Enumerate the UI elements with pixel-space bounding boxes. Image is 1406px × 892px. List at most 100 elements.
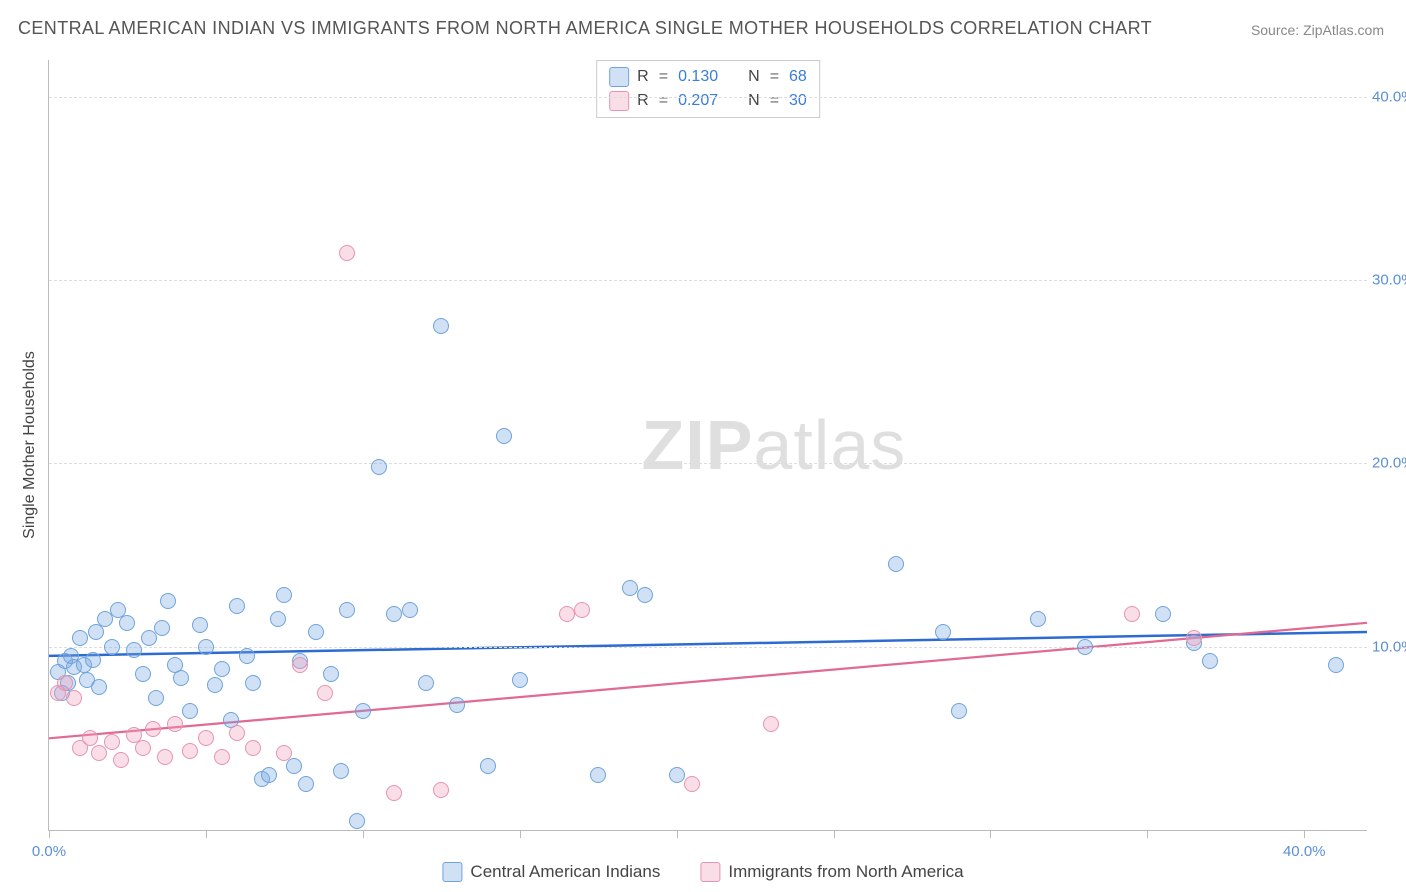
data-point (182, 743, 198, 759)
data-point (292, 657, 308, 673)
data-point (126, 642, 142, 658)
data-point (496, 428, 512, 444)
data-point (113, 752, 129, 768)
data-point (386, 606, 402, 622)
data-point (135, 740, 151, 756)
stat-R-value: 0.130 (678, 65, 718, 89)
data-point (1202, 653, 1218, 669)
data-point (229, 725, 245, 741)
data-point (154, 620, 170, 636)
data-point (66, 690, 82, 706)
data-point (355, 703, 371, 719)
y-tick-label: 20.0% (1372, 455, 1406, 472)
data-point (239, 648, 255, 664)
data-point (245, 675, 261, 691)
legend-swatch (609, 67, 629, 87)
data-point (261, 767, 277, 783)
eq-sign: = (768, 65, 781, 89)
data-point (104, 734, 120, 750)
data-point (637, 587, 653, 603)
x-tick (1147, 830, 1148, 838)
data-point (951, 703, 967, 719)
data-point (323, 666, 339, 682)
scatter-plot: ZIPatlas R=0.130N=68R=0.207N=30 10.0%20.… (48, 60, 1367, 831)
data-point (1124, 606, 1140, 622)
data-point (349, 813, 365, 829)
x-tick (834, 830, 835, 838)
stats-row: R=0.130N=68 (609, 65, 807, 89)
data-point (402, 602, 418, 618)
data-point (1328, 657, 1344, 673)
data-point (418, 675, 434, 691)
data-point (167, 716, 183, 732)
stat-R-label: R (637, 89, 649, 113)
data-point (148, 690, 164, 706)
x-tick-label: 0.0% (32, 843, 66, 860)
eq-sign: = (657, 89, 670, 113)
data-point (135, 666, 151, 682)
x-tick (1304, 830, 1305, 838)
data-point (317, 685, 333, 701)
data-point (669, 767, 685, 783)
x-tick (677, 830, 678, 838)
stat-R-label: R (637, 65, 649, 89)
legend-item: Immigrants from North America (700, 862, 963, 882)
legend-item: Central American Indians (442, 862, 660, 882)
x-tick (990, 830, 991, 838)
data-point (763, 716, 779, 732)
data-point (85, 652, 101, 668)
data-point (214, 749, 230, 765)
data-point (276, 745, 292, 761)
y-axis-label: Single Mother Households (21, 351, 39, 539)
x-tick (363, 830, 364, 838)
data-point (198, 730, 214, 746)
data-point (512, 672, 528, 688)
stat-N-value: 68 (789, 65, 807, 89)
data-point (1155, 606, 1171, 622)
data-point (1186, 630, 1202, 646)
data-point (1077, 639, 1093, 655)
data-point (559, 606, 575, 622)
data-point (339, 602, 355, 618)
x-tick (520, 830, 521, 838)
data-point (888, 556, 904, 572)
data-point (157, 749, 173, 765)
data-point (245, 740, 261, 756)
gridline (49, 280, 1367, 281)
y-tick-label: 30.0% (1372, 272, 1406, 289)
stat-N-label: N (748, 65, 760, 89)
data-point (173, 670, 189, 686)
stats-row: R = 0.207 N = 30 (609, 89, 807, 113)
data-point (229, 598, 245, 614)
data-point (480, 758, 496, 774)
data-point (574, 602, 590, 618)
stat-R-value: 0.207 (678, 89, 718, 113)
data-point (339, 245, 355, 261)
data-point (371, 459, 387, 475)
data-point (276, 587, 292, 603)
data-point (935, 624, 951, 640)
data-point (449, 697, 465, 713)
y-tick-label: 10.0% (1372, 638, 1406, 655)
data-point (104, 639, 120, 655)
x-tick (49, 830, 50, 838)
data-point (214, 661, 230, 677)
data-point (590, 767, 606, 783)
eq-sign: = (768, 89, 781, 113)
data-point (119, 615, 135, 631)
stat-N-label: N (748, 89, 760, 113)
legend-label: Central American Indians (470, 862, 660, 882)
stat-N-value: 30 (789, 89, 807, 113)
data-point (57, 675, 73, 691)
data-point (91, 679, 107, 695)
data-point (145, 721, 161, 737)
data-point (82, 730, 98, 746)
chart-title: CENTRAL AMERICAN INDIAN VS IMMIGRANTS FR… (18, 18, 1152, 39)
x-tick-label: 40.0% (1283, 843, 1326, 860)
legend-swatch (700, 862, 720, 882)
data-point (207, 677, 223, 693)
data-point (160, 593, 176, 609)
data-point (433, 782, 449, 798)
data-point (308, 624, 324, 640)
source-label: Source: ZipAtlas.com (1251, 22, 1384, 38)
